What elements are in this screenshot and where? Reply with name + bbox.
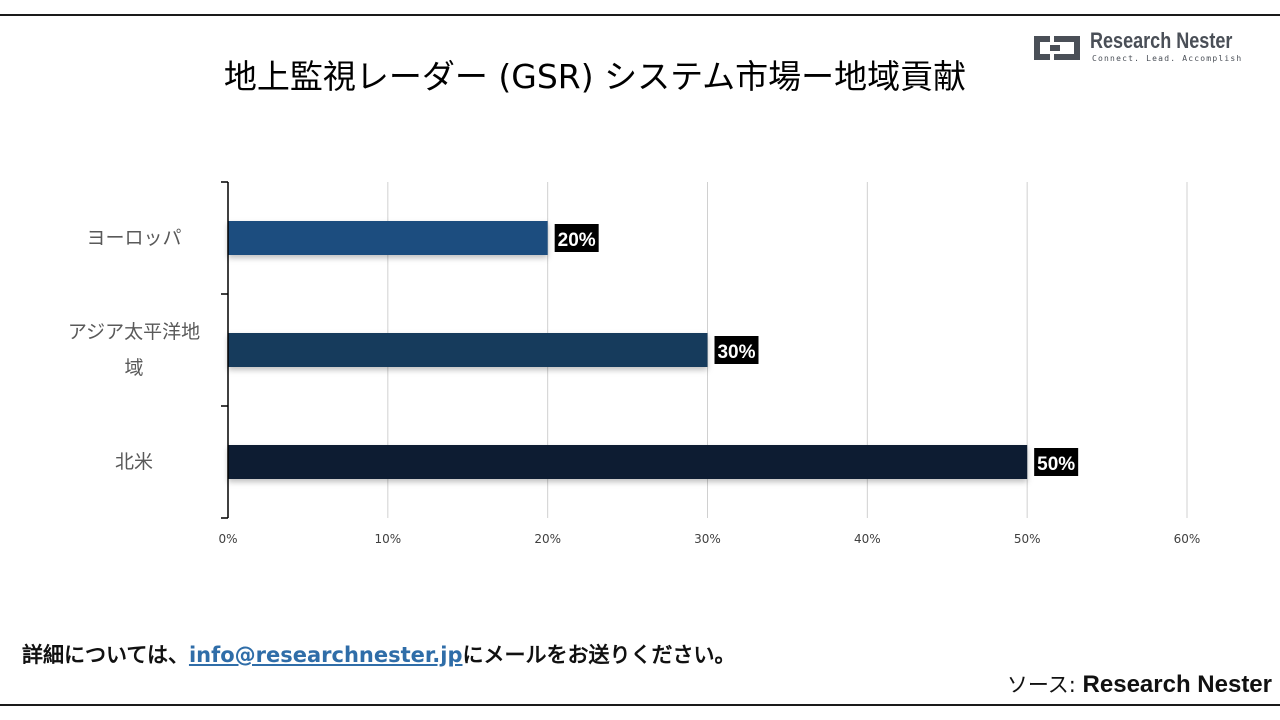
- logo-tagline: Connect. Lead. Accomplish: [1092, 54, 1243, 63]
- page-title: 地上監視レーダー (GSR) システム市場ー地域貢献: [223, 57, 967, 96]
- bar-0: [228, 221, 548, 255]
- source-value: Research Nester: [1082, 671, 1272, 698]
- company-logo: Research Nester Connect. Lead. Accomplis…: [1030, 28, 1260, 70]
- bar-1: [228, 333, 708, 367]
- category-label-0: ヨーロッパ: [86, 227, 181, 249]
- x-tick-label-1: 10%: [374, 532, 401, 546]
- logo-name: Research Nester: [1090, 28, 1233, 53]
- top-rule: [0, 14, 1280, 16]
- source-credit: ソース: Research Nester: [1007, 669, 1272, 699]
- contact-note: 詳細については、info@researchnester.jpにメールをお送りくだ…: [22, 639, 735, 669]
- x-tick-label-4: 40%: [854, 532, 881, 546]
- contact-prefix: 詳細については、: [22, 643, 189, 667]
- x-tick-label-5: 50%: [1014, 532, 1041, 546]
- data-label-0: 20%: [558, 230, 596, 251]
- data-label-bg-0: [554, 224, 599, 252]
- research-nester-logo-icon: [1034, 36, 1080, 60]
- bottom-rule: [0, 704, 1280, 706]
- contact-suffix: にメールをお送りください。: [462, 643, 736, 667]
- x-tick-label-2: 20%: [534, 532, 561, 546]
- category-label-1: アジア太平洋地域: [68, 321, 200, 379]
- data-label-2: 50%: [1037, 454, 1075, 475]
- x-tick-label-0: 0%: [218, 532, 237, 546]
- data-label-1: 30%: [717, 342, 755, 363]
- contact-email-link[interactable]: info@researchnester.jp: [188, 643, 463, 667]
- category-label-2: 北米: [115, 451, 153, 473]
- data-label-bg-1: [714, 336, 759, 364]
- bar-2: [228, 445, 1028, 479]
- x-tick-label-6: 60%: [1174, 532, 1201, 546]
- data-label-bg-2: [1034, 448, 1079, 476]
- x-tick-label-3: 30%: [694, 532, 721, 546]
- source-label: ソース:: [1006, 673, 1083, 697]
